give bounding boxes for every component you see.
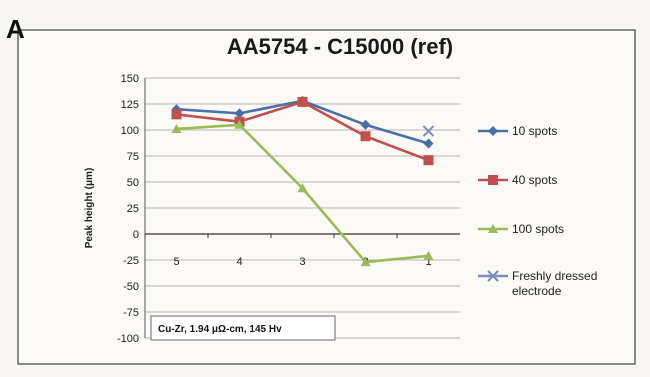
series-4 [422,125,435,137]
legend-marker [487,270,499,282]
legend-label: 100 spots [512,222,564,236]
legend-entry: Freshly dressed electrode [478,269,597,298]
data-point [360,119,371,130]
y-tick-label: 125 [121,99,139,111]
series-3 [171,119,434,267]
y-tick-label: 25 [127,203,139,215]
x-tick-label: 4 [236,256,242,268]
chart-frame [17,29,636,365]
data-point [360,257,371,267]
y-tick-label: 100 [121,125,139,137]
data-point [171,109,182,120]
data-point [423,155,434,166]
legend-entry: 10 spots [478,124,557,138]
x-tick-label: 1 [425,256,431,268]
legend-marker [488,224,498,233]
y-axis-label: Peak height (μm) [84,168,95,249]
annotation-box [150,315,336,341]
data-point [297,96,308,107]
x-tick-label: 5 [173,256,179,268]
y-tick-label: 50 [127,177,139,189]
y-tick-label: 75 [127,151,139,163]
data-point [234,119,245,129]
legend-entry: 100 spots [478,222,564,236]
legend-label: 40 spots [512,173,557,187]
chart-title: AA5754 - C15000 (ref) [227,34,453,59]
legend-label: Freshly dressed electrode [512,269,597,298]
x-tick-label: 3 [299,256,305,268]
legend-marker [488,175,498,185]
y-tick-label: -75 [123,307,139,319]
annotation-text: Cu-Zr, 1.94 μΩ-cm, 145 Hv [158,324,282,335]
data-point [171,123,182,133]
legend-label: 10 spots [512,124,557,138]
legend-entry: 40 spots [478,173,557,187]
data-point [360,131,371,142]
data-point [234,108,245,119]
data-point [423,250,434,260]
y-tick-label: -25 [123,255,139,267]
panel-label: A [6,14,25,44]
data-point [297,183,308,193]
y-tick-label: 0 [133,229,139,241]
legend-marker [488,126,498,136]
y-tick-label: 150 [121,73,139,85]
data-point [422,125,435,137]
y-tick-label: -100 [117,333,139,345]
data-point [423,138,434,149]
y-tick-label: -50 [123,281,139,293]
